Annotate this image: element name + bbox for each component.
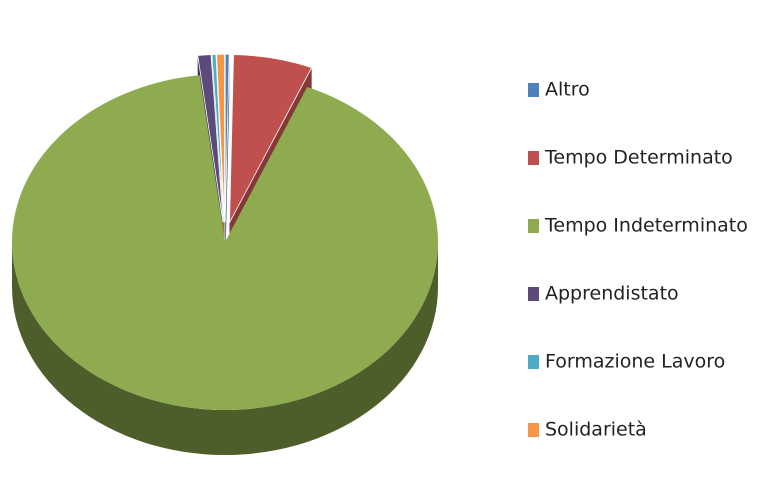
slice <box>229 54 313 223</box>
legend-swatch <box>528 83 539 97</box>
legend-swatch <box>528 355 539 369</box>
slice <box>224 53 230 223</box>
legend-label: Tempo Determinato <box>544 147 733 169</box>
legend-label: Apprendistato <box>545 283 679 305</box>
legend-swatch <box>528 423 539 437</box>
legend-label: Formazione Lavoro <box>545 351 725 373</box>
legend-swatch <box>528 219 539 233</box>
slice-side <box>12 242 438 455</box>
legend-label: Tempo Indeterminato <box>544 215 748 237</box>
legend-swatch <box>528 287 539 301</box>
legend-swatch <box>528 151 539 165</box>
legend-label: Altro <box>545 79 590 101</box>
legend-label: Solidarietà <box>545 419 647 441</box>
slice <box>211 53 225 223</box>
slice <box>216 53 225 223</box>
slice <box>11 75 439 410</box>
slice <box>197 54 224 223</box>
